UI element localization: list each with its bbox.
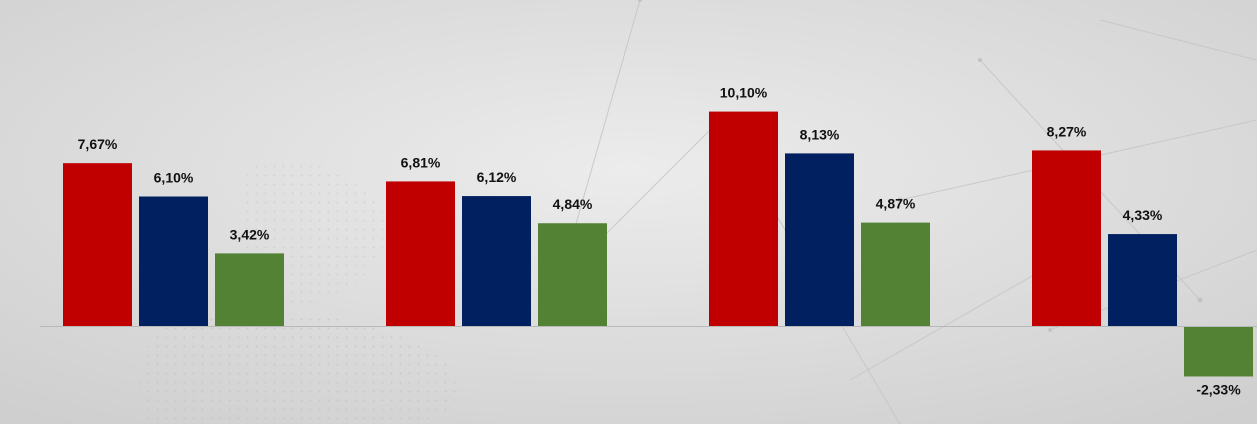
bar-series-1-group-1 [63,163,132,326]
data-label-series-3-group-3: 4,87% [876,196,916,212]
data-label-series-3-group-4: -2,33% [1196,381,1241,397]
data-label-series-2-group-4: 4,33% [1123,207,1163,223]
bar-series-3-group-2 [538,223,607,326]
data-label-series-2-group-3: 8,13% [800,126,840,142]
data-label-series-1-group-2: 6,81% [401,154,441,170]
bar-series-3-group-3 [861,222,930,326]
data-label-series-2-group-2: 6,12% [477,169,517,185]
data-label-series-1-group-4: 8,27% [1047,123,1087,139]
bar-series-2-group-4 [1108,234,1177,326]
bar-series-1-group-3 [709,111,778,327]
bar-series-2-group-1 [139,196,208,326]
data-label-series-3-group-2: 4,84% [553,196,593,212]
data-label-series-2-group-1: 6,10% [154,169,194,185]
bar-series-3-group-1 [215,253,284,326]
bar-series-2-group-2 [462,196,531,326]
bar-series-3-group-4 [1184,327,1253,377]
data-label-series-3-group-1: 3,42% [230,226,270,242]
bar-series-2-group-3 [785,153,854,326]
data-label-series-1-group-3: 10,10% [720,85,768,101]
plot-area: 7,67% 6,81% 10,10% 8,27% 6,10% 6,12% 8,13% 4,33… [40,85,1257,397]
bar-series-1-group-2 [386,181,455,326]
data-label-series-1-group-1: 7,67% [78,136,118,152]
bar-series-1-group-4 [1032,150,1101,326]
